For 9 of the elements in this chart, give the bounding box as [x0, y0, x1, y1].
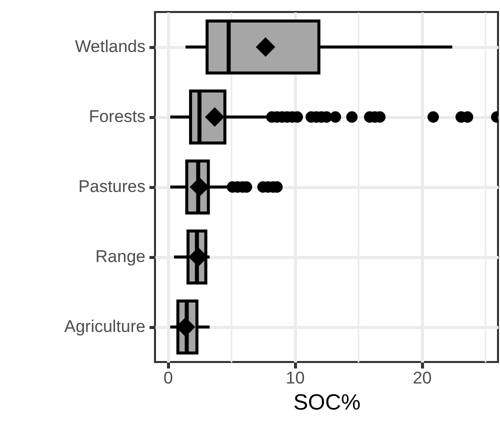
- x-tick-label: 20: [412, 368, 432, 388]
- y-tick-label: Agriculture: [64, 317, 146, 336]
- y-tick-label: Wetlands: [74, 37, 146, 56]
- y-tick-label: Pastures: [78, 177, 146, 196]
- x-axis-title: SOC%: [293, 390, 361, 414]
- x-tick-label: 10: [286, 368, 305, 388]
- y-tick-label: Forests: [88, 107, 146, 126]
- y-tick-label: Range: [95, 247, 146, 266]
- x-tick-label: 0: [163, 368, 173, 388]
